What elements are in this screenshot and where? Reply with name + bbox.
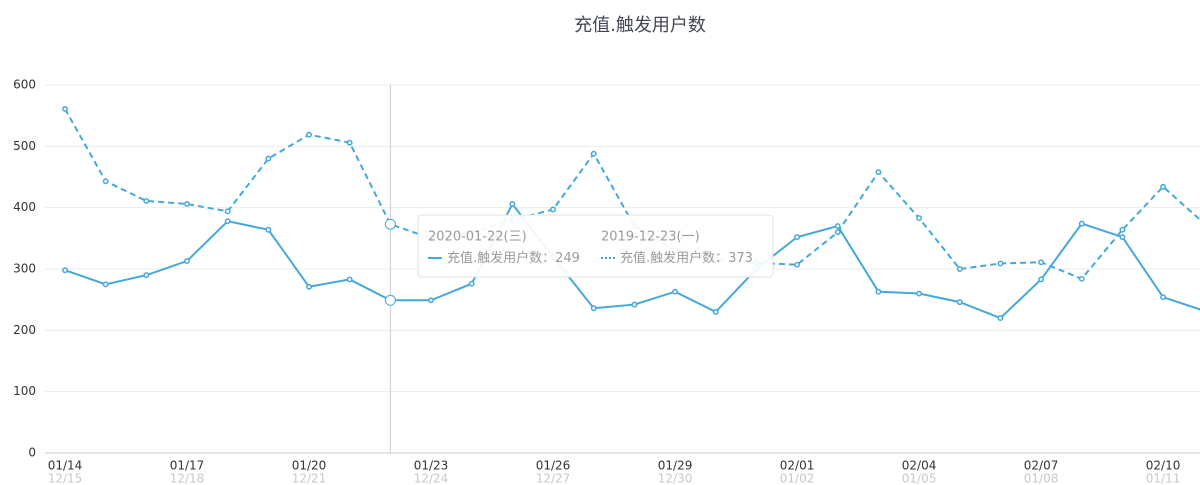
series-line [64, 108, 1200, 281]
data-point [1038, 259, 1045, 266]
x-tick-label-compare: 12/24 [414, 472, 449, 485]
x-tick-label: 02/04 [902, 459, 937, 473]
data-point [1038, 276, 1045, 283]
x-tick-label-compare: 01/02 [780, 472, 815, 485]
data-point [956, 299, 963, 306]
tooltip-label: 充值.触发用户数： [447, 250, 555, 266]
x-tick-label-compare: 01/05 [902, 472, 937, 485]
data-point [102, 178, 109, 185]
x-tick-label: 02/07 [1024, 459, 1059, 473]
x-tick-label-compare: 12/21 [292, 472, 327, 485]
data-point [672, 288, 678, 295]
x-tick-label: 01/26 [536, 459, 571, 473]
data-point [875, 169, 882, 176]
data-point [1160, 183, 1167, 190]
x-tick-label: 01/14 [48, 459, 83, 473]
data-point [916, 215, 923, 222]
data-point [834, 229, 841, 236]
data-point [265, 226, 272, 233]
tooltip [417, 214, 774, 278]
y-tick-label: 400 [13, 200, 36, 214]
data-point [306, 131, 312, 138]
data-point [428, 297, 434, 304]
data-point [62, 105, 68, 112]
data-point [346, 139, 353, 146]
data-point [1119, 226, 1126, 233]
tooltip-date: 2020-01-22(三) [428, 230, 527, 245]
data-point [1078, 275, 1085, 282]
tooltip-entry: 充值.触发用户数：249 [447, 250, 580, 266]
x-tick-label-compare: 12/15 [48, 472, 83, 485]
data-point [712, 308, 719, 315]
y-tick-label: 100 [13, 384, 36, 398]
data-point [306, 283, 312, 290]
data-point [1119, 234, 1126, 241]
x-tick-label: 02/10 [1146, 459, 1181, 473]
tooltip-label: 充值.触发用户数： [620, 250, 728, 266]
x-tick-label: 01/20 [292, 459, 327, 473]
data-point [468, 280, 475, 287]
data-point [794, 261, 801, 268]
y-tick-label: 500 [13, 139, 36, 153]
x-tick-label: 01/23 [414, 459, 449, 473]
x-tick-label-compare: 12/18 [170, 472, 205, 485]
data-point [265, 155, 272, 162]
x-tick-label: 01/29 [658, 459, 693, 473]
x-tick-label: 02/01 [780, 459, 815, 473]
data-point [997, 260, 1004, 267]
data-point [62, 267, 68, 274]
data-point [143, 272, 150, 279]
data-point [102, 281, 109, 288]
data-point [794, 234, 801, 241]
data-point [224, 208, 231, 215]
x-tick-label-compare: 01/11 [1146, 472, 1181, 485]
data-point [956, 266, 963, 272]
data-point [631, 301, 638, 308]
data-point [875, 288, 882, 295]
x-tick-label-compare: 01/08 [1024, 472, 1059, 485]
y-tick-label: 200 [13, 323, 36, 337]
data-point [550, 206, 556, 213]
y-tick-label: 0 [28, 446, 36, 460]
data-point [916, 290, 923, 297]
tooltip-date: 2019-12-23(一) [601, 230, 700, 245]
data-point [834, 223, 841, 230]
data-point [184, 201, 190, 207]
data-point [1078, 220, 1085, 227]
x-tick-label-compare: 12/27 [536, 472, 571, 485]
y-tick-label: 600 [13, 78, 36, 92]
data-point [384, 218, 396, 230]
y-tick-label: 300 [13, 262, 36, 276]
tooltip-value: 373 [728, 251, 753, 266]
data-point [224, 218, 231, 225]
x-tick-label-compare: 12/30 [658, 472, 693, 485]
chart-title: 充值.触发用户数 [574, 15, 706, 36]
data-point [346, 276, 353, 283]
data-point [143, 197, 150, 204]
data-point [590, 150, 597, 157]
data-point [997, 315, 1004, 322]
data-point [590, 305, 597, 312]
tooltip-entry: 充值.触发用户数：373 [620, 250, 753, 266]
data-point [384, 294, 396, 306]
data-point [509, 201, 516, 207]
x-tick-label: 01/17 [170, 459, 205, 473]
data-point [1160, 294, 1167, 301]
tooltip-value: 249 [555, 251, 580, 266]
data-point [184, 258, 190, 264]
